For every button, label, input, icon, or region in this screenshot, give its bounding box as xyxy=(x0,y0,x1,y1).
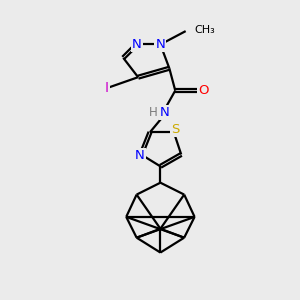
Text: N: N xyxy=(135,149,145,162)
Text: S: S xyxy=(171,123,179,136)
Text: N: N xyxy=(155,38,165,51)
Text: N: N xyxy=(160,106,170,119)
Text: O: O xyxy=(198,84,209,97)
Text: I: I xyxy=(105,81,109,94)
Text: H: H xyxy=(148,106,157,119)
Text: N: N xyxy=(132,38,142,51)
Text: CH₃: CH₃ xyxy=(195,25,215,34)
